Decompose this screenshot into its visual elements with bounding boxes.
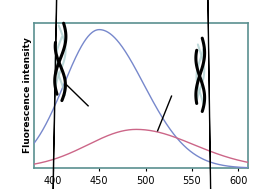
- Y-axis label: Fluorescence intensity: Fluorescence intensity: [23, 37, 32, 153]
- Ellipse shape: [50, 0, 62, 189]
- Ellipse shape: [204, 0, 214, 189]
